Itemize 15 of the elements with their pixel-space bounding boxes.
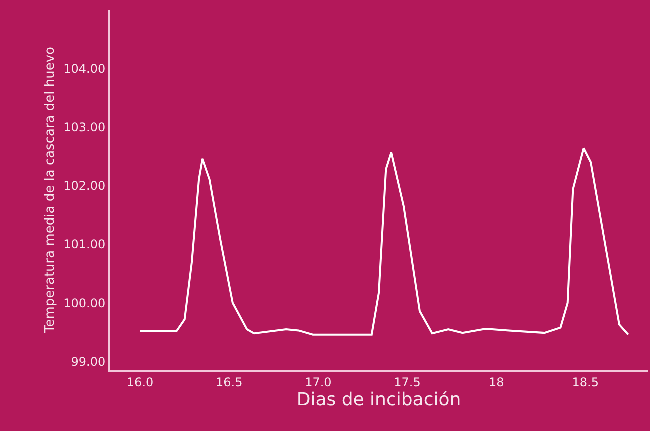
line-series xyxy=(139,147,630,336)
x-tick-label: 16.0 xyxy=(126,375,154,390)
y-tick-label: 99.00 xyxy=(71,354,106,369)
x-tick-label: 16.5 xyxy=(216,375,243,390)
x-tick-label: 17.0 xyxy=(305,375,332,390)
x-tick-label: 18 xyxy=(488,375,504,390)
x-tick-label: 18.5 xyxy=(572,375,600,390)
y-tick-label: 104.00 xyxy=(64,62,106,76)
y-tick-label: 103.00 xyxy=(64,120,106,134)
x-axis-title: Dias de incibación xyxy=(296,389,462,410)
x-tick-label: 17.5 xyxy=(394,375,421,390)
y-tick-label: 101.00 xyxy=(64,238,106,252)
y-axis-title: Temperatura media de la cascara del huevo xyxy=(43,46,58,334)
y-tick-label: 102.00 xyxy=(64,179,106,194)
y-tick-label: 100.00 xyxy=(64,296,106,310)
